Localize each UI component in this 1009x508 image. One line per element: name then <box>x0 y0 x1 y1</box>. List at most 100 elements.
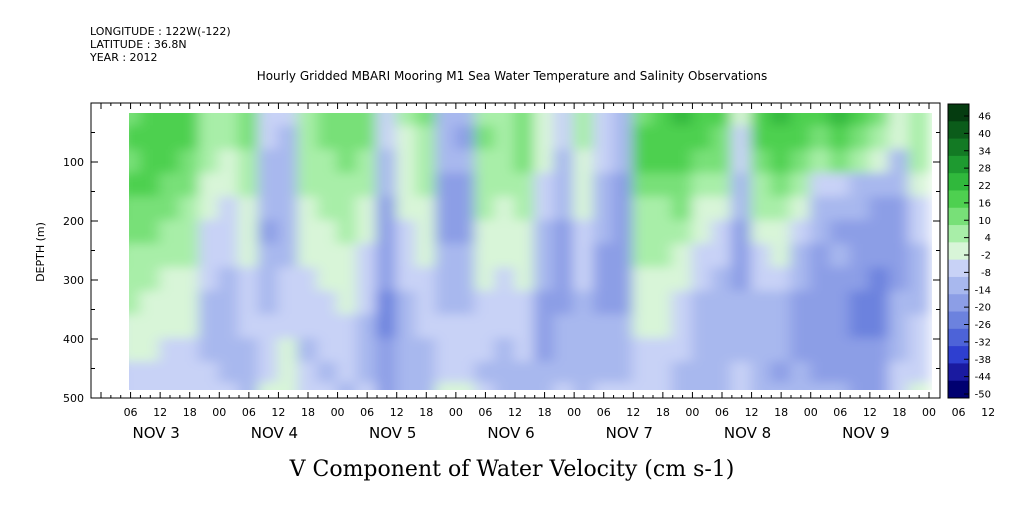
heatmap-cell <box>356 314 378 340</box>
heatmap-cell <box>849 220 871 246</box>
heatmap-cell <box>129 172 142 199</box>
heatmap-cell <box>454 125 477 152</box>
heatmap-cell <box>573 196 595 222</box>
heatmap-cell <box>553 361 576 385</box>
heatmap-cell <box>730 267 753 293</box>
heatmap-cell <box>435 113 457 128</box>
colorbar-label: -8 <box>981 268 991 279</box>
colorbar-label: -20 <box>975 303 991 314</box>
colorbar-label: 10 <box>978 216 991 227</box>
heatmap-cell <box>139 290 162 317</box>
heatmap-cell <box>454 113 477 128</box>
heatmap-cell <box>474 267 497 293</box>
heatmap-cell <box>415 338 438 364</box>
heatmap-cell <box>888 172 911 199</box>
heatmap-cell <box>888 382 911 390</box>
heatmap-cell <box>514 125 536 152</box>
heatmap-cell <box>178 149 201 175</box>
heatmap-cell <box>356 290 378 317</box>
heatmap-cell <box>316 267 339 293</box>
heatmap-cell <box>277 314 300 340</box>
heatmap-cell <box>868 113 891 128</box>
heatmap-cell <box>652 338 674 364</box>
heatmap-cell <box>435 267 457 293</box>
x-tick-label: 06 <box>478 406 492 419</box>
x-tick-label: 00 <box>449 406 463 419</box>
heatmap-cell <box>159 196 181 222</box>
heatmap-cell <box>218 290 240 317</box>
heatmap-cell <box>415 290 438 317</box>
heatmap-cell <box>592 149 615 175</box>
x-tick-label: 00 <box>804 406 818 419</box>
heatmap-cell <box>908 361 930 385</box>
heatmap-cell <box>159 172 181 199</box>
x-tick-label: 06 <box>597 406 611 419</box>
heatmap-cell <box>632 267 654 293</box>
heatmap-cell <box>888 113 911 128</box>
heatmap-cell <box>474 361 497 385</box>
heatmap-cell <box>316 172 339 199</box>
heatmap-cell <box>770 196 792 222</box>
heatmap-cell <box>652 113 674 128</box>
heatmap-cell <box>888 361 911 385</box>
heatmap-cell <box>494 382 516 390</box>
heatmap-cell <box>829 113 852 128</box>
heatmap-cell <box>711 314 733 340</box>
heatmap-cell <box>415 113 438 128</box>
heatmap-cell <box>316 361 339 385</box>
heatmap-cell <box>888 220 911 246</box>
heatmap-cell <box>671 314 694 340</box>
heatmap-cell <box>809 220 832 246</box>
heatmap-cell <box>395 125 418 152</box>
heatmap-cell <box>139 382 162 390</box>
heatmap-cell <box>770 220 792 246</box>
heatmap-cell <box>514 113 536 128</box>
heatmap-cell <box>573 220 595 246</box>
heatmap-cell <box>376 314 398 340</box>
heatmap-cell <box>159 243 181 270</box>
heatmap-cell <box>829 220 852 246</box>
heatmap-cell <box>573 125 595 152</box>
heatmap-cell <box>178 125 201 152</box>
heatmap-cell <box>139 243 162 270</box>
heatmap-cell <box>790 361 812 385</box>
heatmap-cell <box>435 361 457 385</box>
heatmap-cell <box>632 196 654 222</box>
heatmap-cell <box>297 196 319 222</box>
colorbar-label: -50 <box>975 390 991 401</box>
heatmap-cell <box>316 338 339 364</box>
heatmap-cell <box>730 243 753 270</box>
heatmap-cell <box>592 314 615 340</box>
heatmap-cell <box>691 338 714 364</box>
heatmap-cell <box>198 382 221 390</box>
heatmap-cell <box>238 267 260 293</box>
heatmap-cell <box>257 172 280 199</box>
heatmap-cell <box>514 338 536 364</box>
heatmap-cell <box>632 125 654 152</box>
heatmap-cell <box>277 113 300 128</box>
colorbar-swatch <box>948 346 969 364</box>
heatmap-cell <box>494 338 516 364</box>
colorbar-label: 16 <box>978 198 991 209</box>
heatmap-cell <box>612 243 635 270</box>
heatmap-cell <box>770 314 792 340</box>
heatmap-cell <box>730 361 753 385</box>
heatmap-cell <box>592 382 615 390</box>
heatmap-cell <box>533 314 556 340</box>
heatmap-cell <box>691 149 714 175</box>
heatmap-cell <box>632 382 654 390</box>
x-tick-label: 18 <box>892 406 906 419</box>
heatmap-cell <box>316 314 339 340</box>
heatmap-cell <box>454 338 477 364</box>
heatmap-cell <box>218 196 240 222</box>
heatmap-cell <box>198 149 221 175</box>
heatmap-cell <box>336 338 359 364</box>
heatmap-cell <box>573 290 595 317</box>
heatmap-cell <box>218 382 240 390</box>
heatmap-area <box>129 113 930 390</box>
heatmap-cell <box>908 125 930 152</box>
heatmap-cell <box>770 290 792 317</box>
heatmap-cell <box>553 196 576 222</box>
heatmap-cell <box>612 196 635 222</box>
heatmap-cell <box>454 172 477 199</box>
